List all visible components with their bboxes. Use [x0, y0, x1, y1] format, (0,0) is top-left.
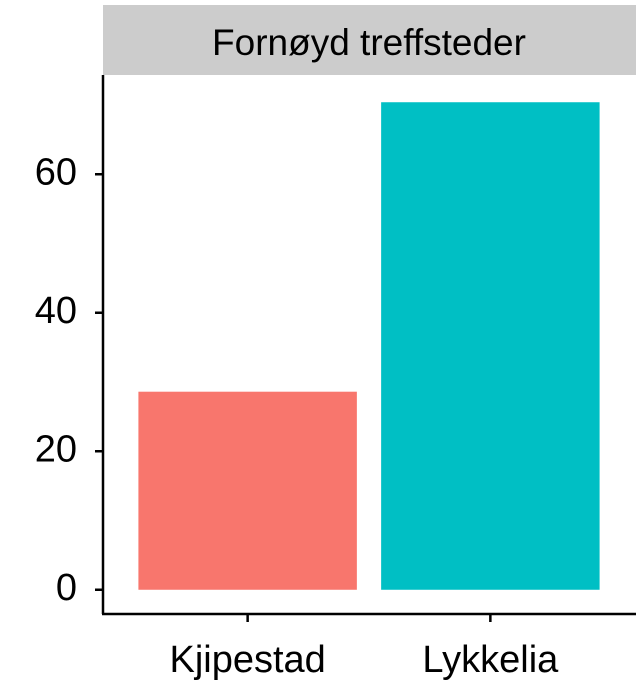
y-tick-label: 20: [35, 428, 77, 470]
chart-title: Fornøyd treffsteder: [212, 22, 526, 63]
x-tick-label: Kjipestad: [169, 639, 325, 681]
bar: [138, 391, 357, 590]
y-tick-label: 0: [56, 567, 77, 609]
y-tick-label: 40: [35, 290, 77, 332]
y-tick-label: 60: [35, 151, 77, 193]
x-tick-label: Lykkelia: [422, 639, 559, 681]
bar: [381, 102, 600, 590]
strip: [103, 5, 636, 75]
